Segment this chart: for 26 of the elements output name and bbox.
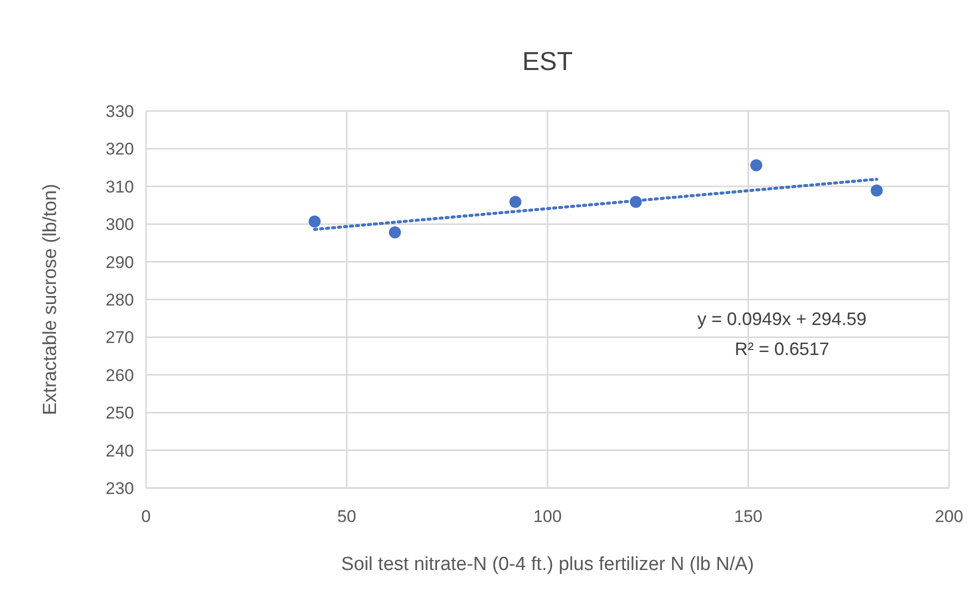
point [750, 159, 762, 172]
y-tick-label: 290 [106, 252, 134, 272]
x-tick-label: 200 [934, 507, 964, 526]
y-tick-label: 310 [106, 177, 134, 196]
x-axis-title: Soil test nitrate-N (0-4 ft.) plus fertilizer N (lb N/A) [341, 554, 754, 575]
y-tick-label: 280 [106, 290, 134, 310]
point [509, 196, 522, 208]
point [308, 215, 321, 228]
y-axis-title: Extractable sucrose (lb/ton) [40, 184, 61, 416]
point [388, 226, 401, 238]
y-tick-label: 230 [106, 478, 134, 498]
x-tick-label: 0 [141, 507, 151, 526]
y-tick-label: 250 [106, 404, 134, 423]
x-tick-label: 100 [533, 507, 562, 526]
x-tick-label: 150 [734, 507, 762, 526]
annotation: R² = 0.6517 [734, 339, 830, 359]
chart-title: EST [522, 46, 573, 76]
y-tick-label: 330 [106, 102, 134, 121]
y-tick-label: 240 [106, 441, 134, 460]
y-tick-label: 320 [106, 140, 134, 159]
x-tick-label: 50 [337, 507, 356, 526]
y-tick-label: 260 [106, 366, 134, 385]
y-tick-label: 300 [106, 215, 134, 234]
y-tick-label: 270 [106, 328, 134, 348]
point [870, 184, 883, 197]
annotation: y = 0.0949x + 294.59 [697, 309, 867, 329]
